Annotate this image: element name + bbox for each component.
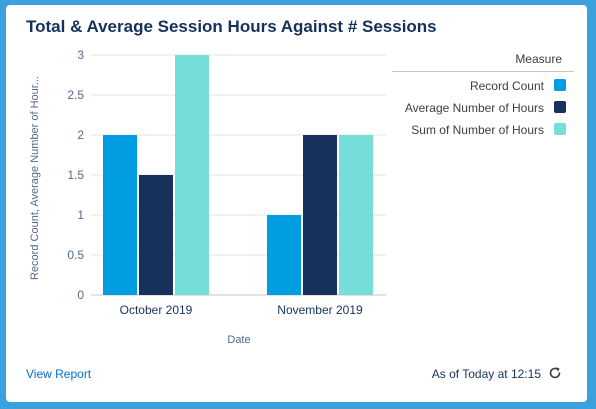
y-tick-label: 0.5	[67, 248, 84, 262]
legend-label: Average Number of Hours	[404, 101, 544, 115]
view-report-link[interactable]: View Report	[26, 367, 92, 381]
legend-item-record-count[interactable]: Record Count	[386, 78, 568, 94]
refresh-icon[interactable]	[547, 365, 563, 381]
legend-swatch	[554, 101, 566, 113]
bar-sum-of-number-of-hours-1[interactable]	[339, 135, 373, 295]
y-tick-label: 2.5	[67, 88, 84, 102]
legend-swatch	[554, 123, 566, 135]
y-tick-label: 3	[77, 48, 84, 62]
bar-sum-of-number-of-hours-0[interactable]	[175, 55, 209, 295]
tick-labels: 0 0.5 1 1.5 2 2.5 3 October 2019 November 2019	[67, 48, 363, 317]
legend-divider	[392, 71, 574, 72]
card-title: Total & Average Session Hours Against # …	[26, 17, 437, 36]
legend-swatch	[554, 79, 566, 91]
legend-label: Record Count	[469, 79, 544, 93]
legend-title: Measure	[515, 52, 562, 66]
y-tick-label: 1	[77, 208, 84, 222]
bar-average-number-of-hours-1[interactable]	[303, 135, 337, 295]
legend-item-sum-of-number-of-hours[interactable]: Sum of Number of Hours	[386, 122, 568, 138]
as-of-timestamp: As of Today at 12:15	[431, 367, 541, 381]
x-axis-label: Date	[227, 334, 250, 346]
x-tick-label: November 2019	[277, 303, 363, 317]
bar-record-count-0[interactable]	[103, 135, 137, 295]
y-tick-label: 1.5	[67, 168, 84, 182]
bars	[103, 55, 373, 295]
y-tick-label: 0	[77, 288, 84, 302]
bar-record-count-1[interactable]	[267, 215, 301, 295]
y-tick-label: 2	[77, 128, 84, 142]
bar-average-number-of-hours-0[interactable]	[139, 175, 173, 295]
bar-chart: Record Count, Average Number of Hour... …	[29, 48, 386, 346]
y-axis-label: Record Count, Average Number of Hour...	[29, 76, 41, 280]
legend-item-average-number-of-hours[interactable]: Average Number of Hours	[386, 100, 568, 116]
legend-label: Sum of Number of Hours	[411, 123, 544, 137]
dashboard-card: Total & Average Session Hours Against # …	[6, 5, 587, 402]
x-tick-label: October 2019	[120, 303, 193, 317]
